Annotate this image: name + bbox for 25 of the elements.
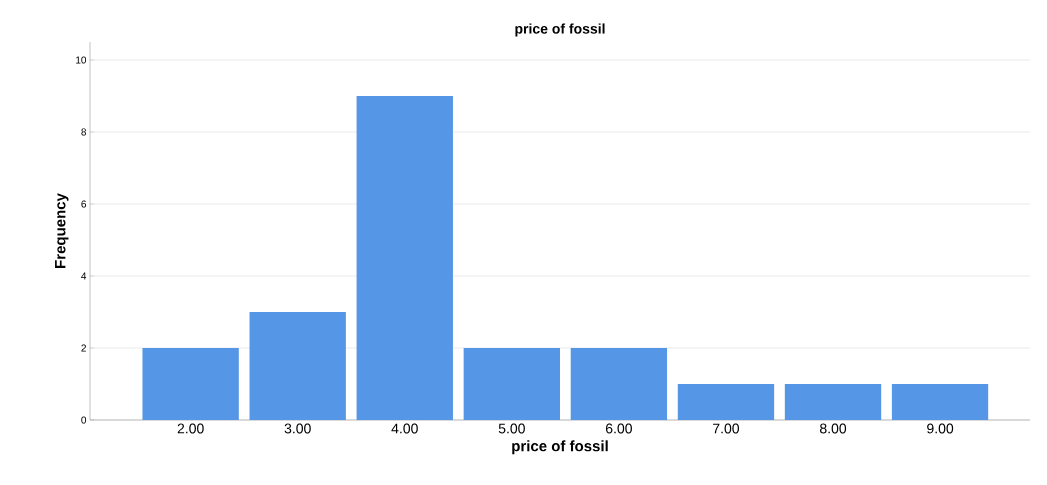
y-tick-label: 10 (76, 56, 87, 64)
x-tick-label: 7.00 (713, 423, 740, 434)
x-tick-label: 6.00 (605, 423, 632, 434)
bar (142, 348, 239, 420)
bar (891, 384, 989, 420)
x-tick-label: 5.00 (498, 423, 525, 434)
bar (784, 384, 882, 420)
bar (677, 384, 775, 420)
y-tick-label: 8 (81, 128, 87, 136)
x-tick-label: 9.00 (927, 423, 954, 434)
bar (570, 348, 668, 420)
x-tick-label: 8.00 (820, 423, 847, 434)
y-tick-label: 0 (81, 416, 87, 424)
x-tick-label: 4.00 (391, 423, 418, 434)
bar (249, 312, 346, 420)
y-tick-label: 2 (81, 344, 86, 352)
x-axis-title: price of fossil (512, 440, 608, 455)
y-tick-label: 4 (81, 272, 87, 280)
bar (463, 348, 561, 420)
y-axis-title: Frequency (55, 193, 69, 268)
x-tick-label: 2.00 (177, 423, 204, 434)
x-tick-label: 3.00 (284, 423, 311, 434)
chart-title: price of fossil (515, 23, 605, 37)
y-tick-label: 6 (81, 200, 87, 208)
bar (356, 96, 453, 420)
